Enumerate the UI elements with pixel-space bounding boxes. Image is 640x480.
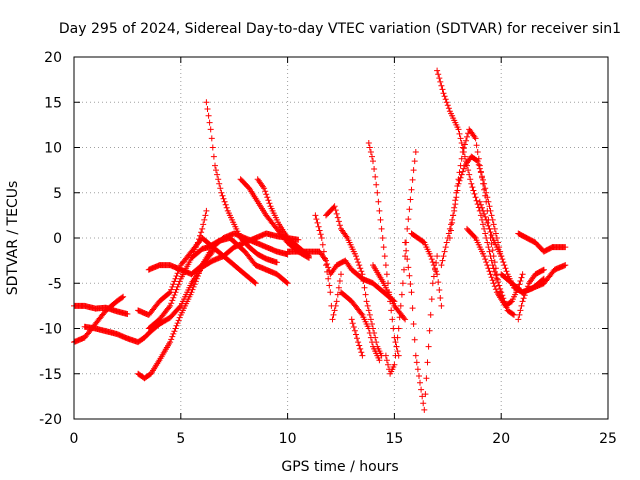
marker-trail <box>348 316 366 359</box>
marker-trail <box>338 289 383 364</box>
series-track-18 <box>370 262 409 323</box>
series-track-17 <box>365 140 402 359</box>
marker-trail <box>284 248 398 305</box>
marker-trail <box>498 271 547 296</box>
series-track-12 <box>284 248 398 305</box>
series-track-15 <box>338 289 383 364</box>
series-track-7 <box>145 235 291 332</box>
marker-trail <box>71 293 127 346</box>
y-tick-label: 10 <box>44 141 62 157</box>
axis-ticks: 0 5 10 15 20 25 -20 -15 -10 -5 0 5 10 15 20 <box>39 50 617 447</box>
y-tick-label: -20 <box>39 412 62 428</box>
marker-trail <box>135 235 259 318</box>
x-axis-label: GPS time / hours <box>281 459 398 475</box>
chart-title: Day 295 of 2024, Sidereal Day-to-day VTE… <box>59 21 621 37</box>
series-track-14 <box>323 203 385 359</box>
series-track-27 <box>498 271 547 296</box>
series-track-13 <box>312 212 344 323</box>
y-tick-label: -5 <box>48 276 62 292</box>
marker-trail <box>515 230 569 255</box>
y-axis-label: SDTVAR / TECUs <box>5 181 21 296</box>
y-tick-label: -15 <box>39 367 62 383</box>
marker-trail <box>370 262 409 323</box>
series-track-20 <box>402 239 441 413</box>
x-tick-label: 20 <box>492 431 510 447</box>
series-track-21 <box>408 230 445 309</box>
series-track-24 <box>446 126 505 300</box>
series-track-8 <box>203 99 280 266</box>
marker-trail <box>446 126 505 300</box>
y-tick-label: -10 <box>39 322 62 338</box>
y-tick-label: 0 <box>53 231 62 247</box>
data-points <box>71 67 569 413</box>
series-track-16 <box>348 316 366 359</box>
marker-trail <box>438 153 505 269</box>
y-tick-label: 5 <box>53 186 62 202</box>
series-track-2 <box>71 293 127 346</box>
series-track-28 <box>515 266 547 323</box>
series-track-4 <box>135 235 259 318</box>
series-track-9 <box>190 207 210 255</box>
series-track-29 <box>515 230 569 255</box>
marker-trail <box>312 212 344 323</box>
marker-trail <box>365 140 402 359</box>
x-tick-label: 10 <box>279 431 297 447</box>
series-track-19 <box>382 149 419 377</box>
marker-trail <box>323 203 385 359</box>
marker-trail <box>402 239 441 413</box>
marker-trail <box>203 99 280 266</box>
x-tick-label: 15 <box>385 431 403 447</box>
marker-trail <box>145 235 291 332</box>
x-tick-label: 25 <box>599 431 617 447</box>
marker-trail <box>515 266 547 323</box>
x-tick-label: 5 <box>176 431 185 447</box>
series-track-23 <box>438 153 505 269</box>
marker-trail <box>190 207 210 255</box>
marker-trail <box>382 149 419 377</box>
y-tick-label: 15 <box>44 95 62 111</box>
marker-trail <box>408 230 445 309</box>
x-tick-label: 0 <box>70 431 79 447</box>
y-tick-label: 20 <box>44 50 62 66</box>
